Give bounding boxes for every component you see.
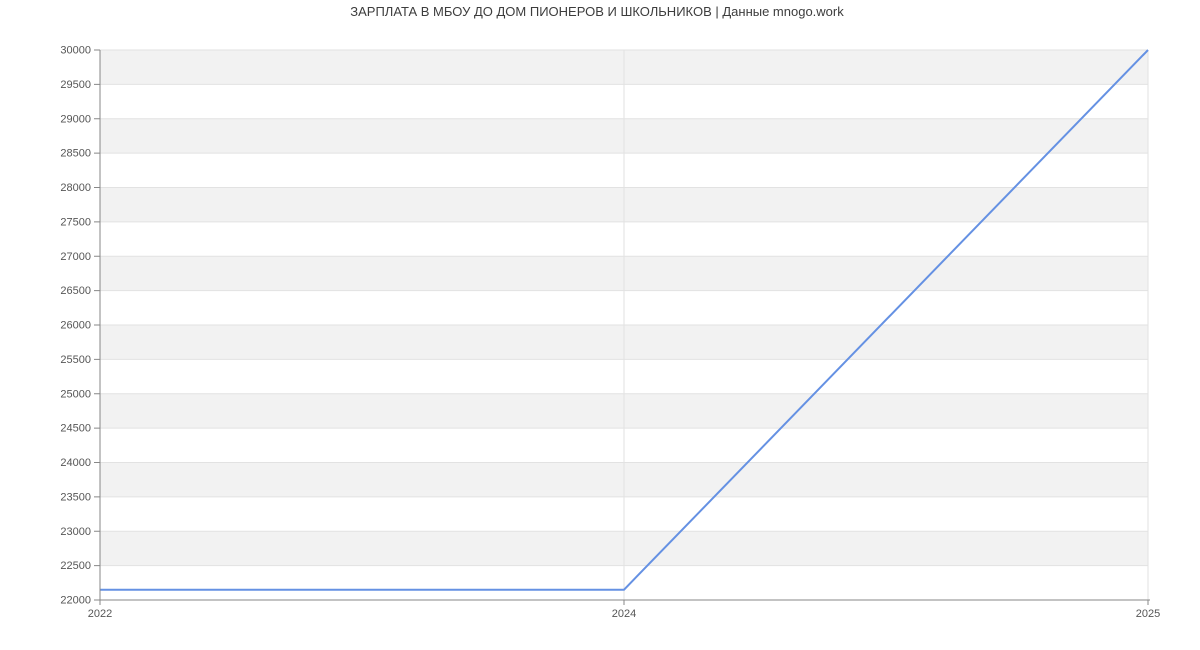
axis-tick-labels: 22000 22500 23000 23500 24000 24500 25000 25500… (60, 45, 1160, 621)
y-tick-label: 23000 (60, 526, 91, 538)
y-tick-label: 25000 (60, 388, 91, 400)
y-tick-label: 29500 (60, 79, 91, 91)
x-tick-label: 2024 (612, 608, 636, 620)
y-tick-label: 26500 (60, 285, 91, 297)
y-tick-label: 26000 (60, 320, 91, 332)
y-tick-label: 30000 (60, 45, 91, 57)
y-tick-label: 28500 (60, 148, 91, 160)
y-tick-label: 24500 (60, 423, 91, 435)
x-tick-label: 2022 (88, 608, 112, 620)
y-tick-label: 24000 (60, 457, 91, 469)
y-tick-label: 27000 (60, 251, 91, 263)
x-tick-label: 2025 (1136, 608, 1160, 620)
y-tick-label: 23500 (60, 491, 91, 503)
y-tick-label: 27500 (60, 216, 91, 228)
y-tick-label: 28000 (60, 182, 91, 194)
y-tick-label: 25500 (60, 354, 91, 366)
line-salary (100, 49, 1149, 591)
salary-line-series (100, 49, 1149, 591)
chart-title: ЗАРПЛАТА В МБОУ ДО ДОМ ПИОНЕРОВ И ШКОЛЬН… (350, 4, 844, 19)
y-tick-label: 22000 (60, 595, 91, 607)
y-tick-label: 29000 (60, 113, 91, 125)
axes (94, 49, 1150, 605)
y-tick-label: 22500 (60, 560, 91, 572)
